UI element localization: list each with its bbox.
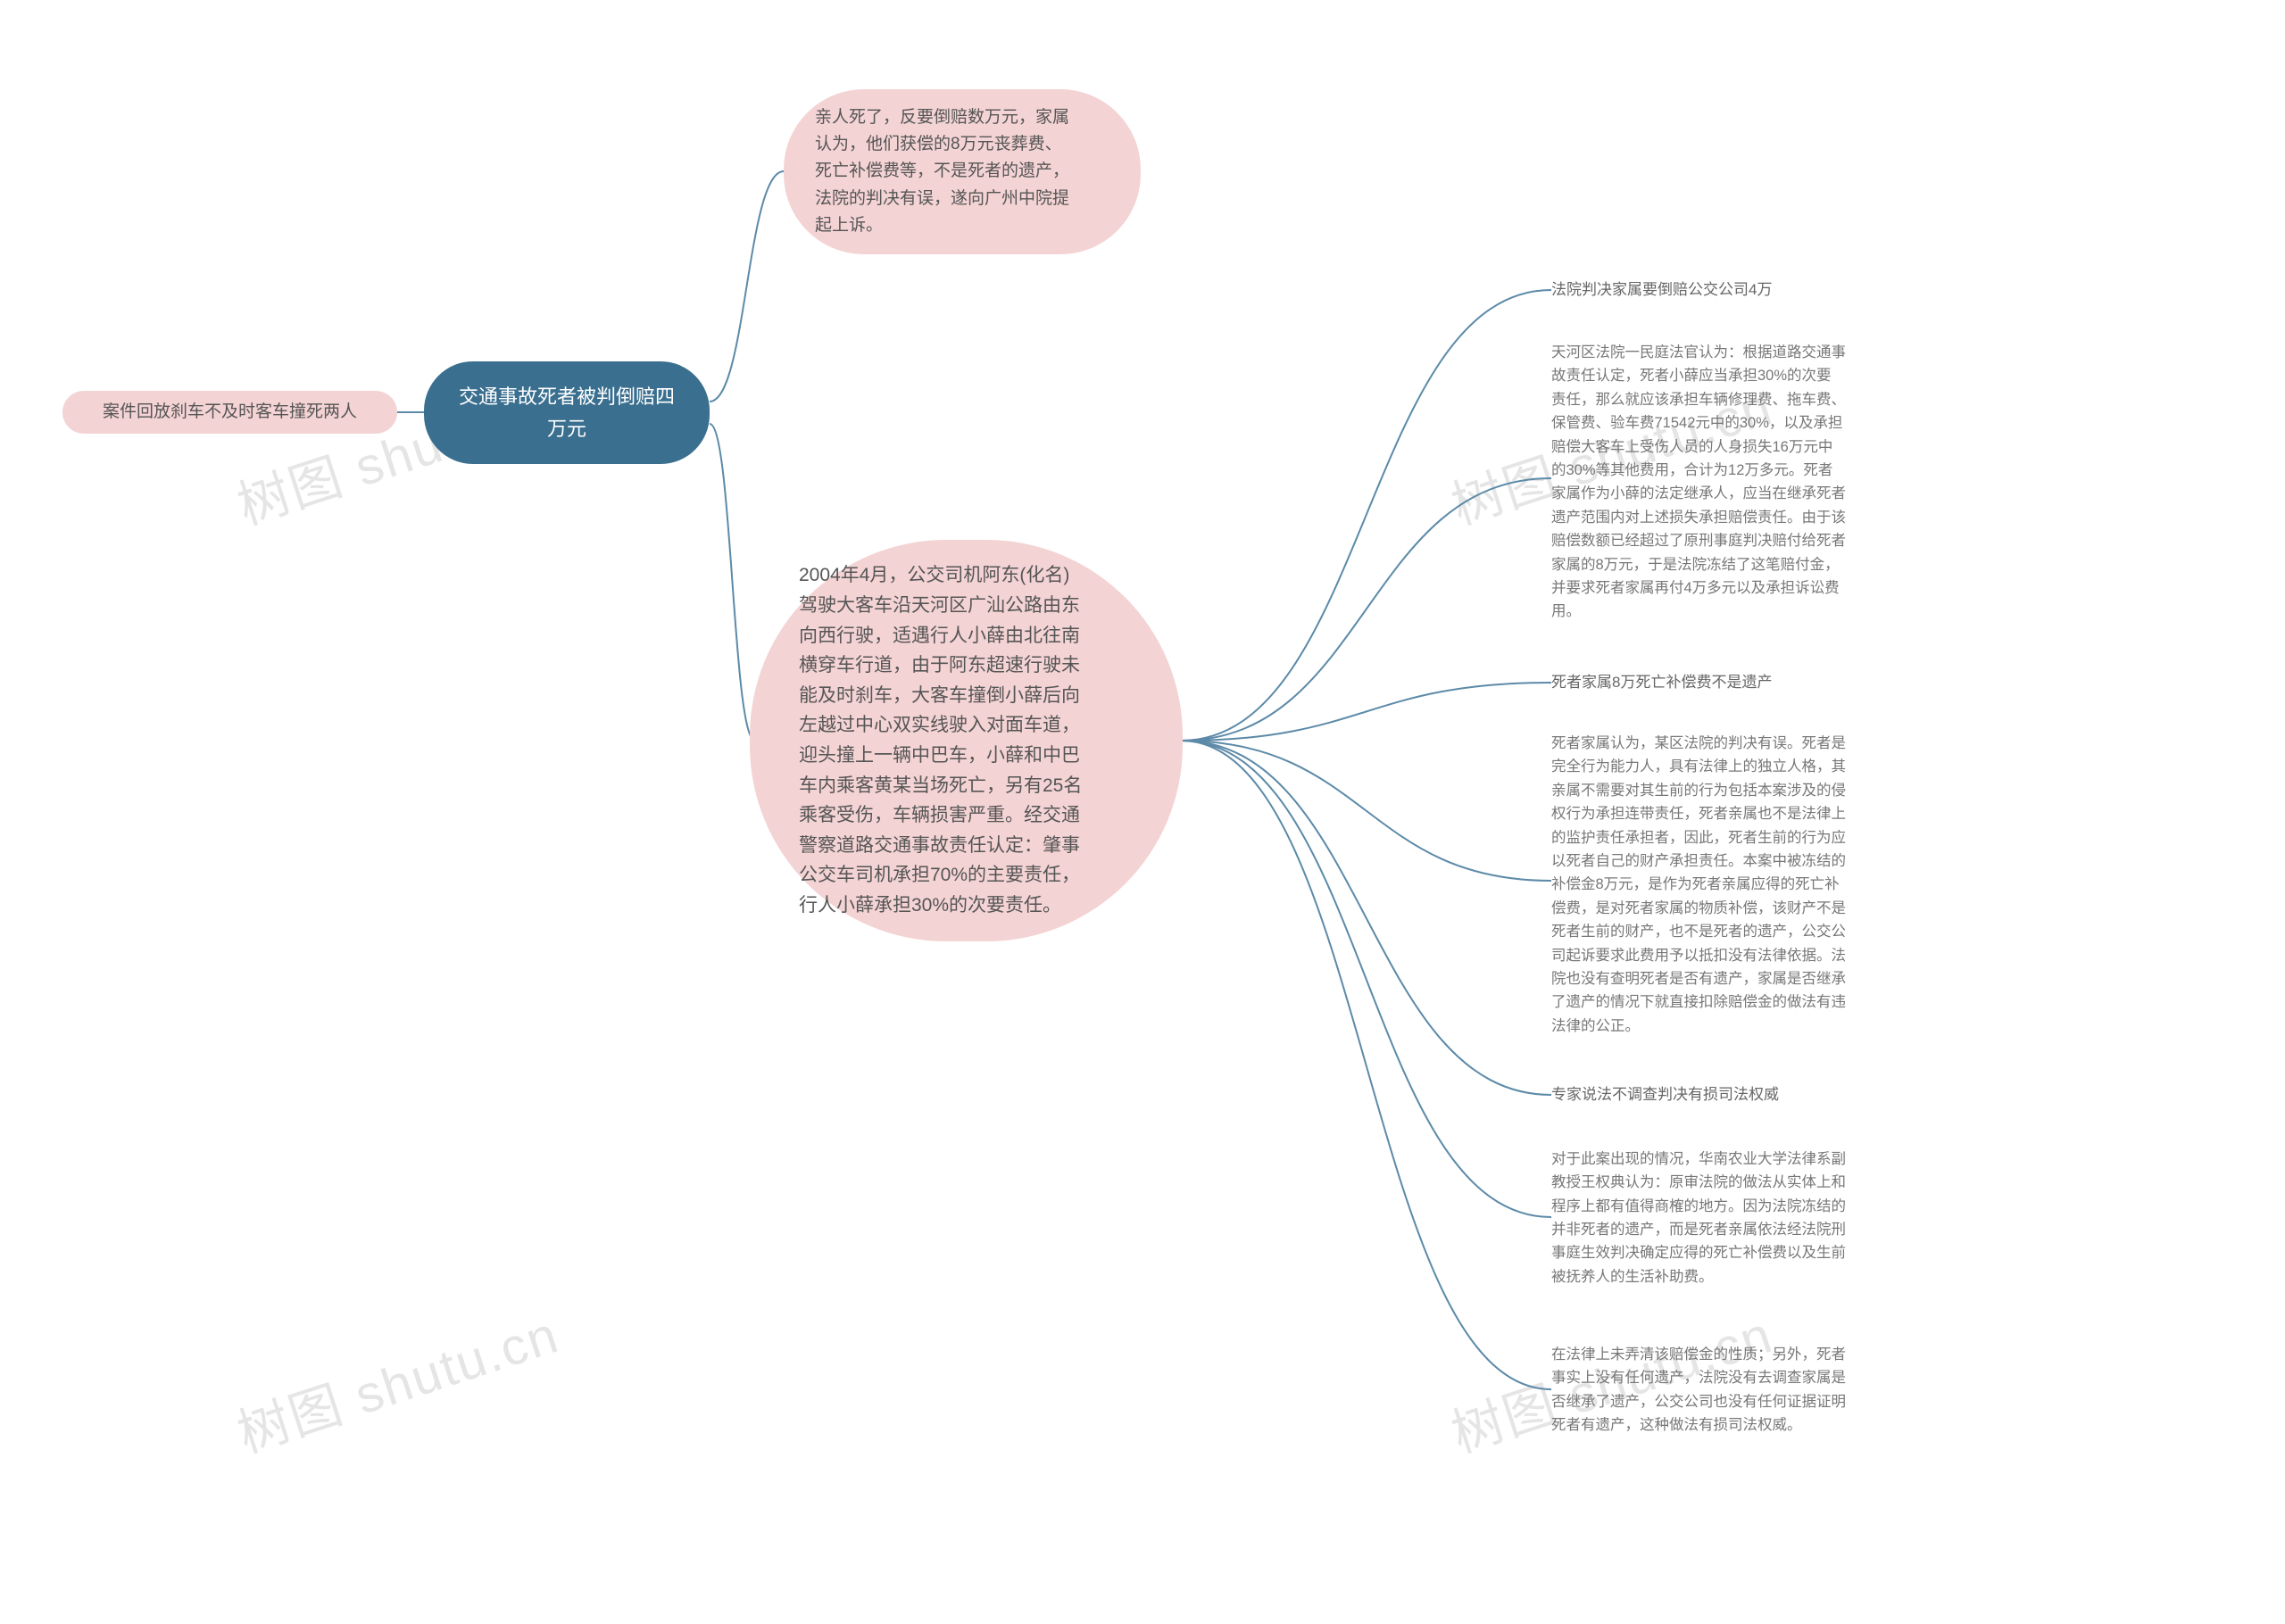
case-replay-label: 案件回放刹车不及时客车撞死两人 [103,399,357,426]
mindmap-canvas: 树图 shutu.cn 树图 shutu.cn 树图 shutu.cn 树图 s… [0,0,2285,1624]
detail-b7-text: 在法律上未弄清该赔偿金的性质；另外，死者 事实上没有任何遗产，法院没有去调查家属… [1551,1343,1846,1438]
root-node[interactable]: 交通事故死者被判倒赔四 万元 [424,361,710,464]
watermark: 树图 shutu.cn [227,1293,567,1467]
detail-b4[interactable]: 死者家属认为，某区法院的判决有误。死者是 完全行为能力人，具有法律上的独立人格，… [1551,732,1998,1038]
detail-b1-text: 法院判决家属要倒赔公交公司4万 [1551,278,1772,302]
detail-b3-text: 死者家属8万死亡补偿费不是遗产 [1551,670,1772,694]
detail-b7[interactable]: 在法律上未弄清该赔偿金的性质；另外，死者 事实上没有任何遗产，法院没有去调查家属… [1551,1338,1998,1441]
root-label: 交通事故死者被判倒赔四 万元 [459,381,675,443]
detail-b5-text: 专家说法不调查判决有损司法权威 [1551,1082,1779,1106]
incident-text: 2004年4月，公交司机阿东(化名) 驾驶大客车沿天河区广汕公路由东 向西行驶，… [799,560,1082,920]
detail-b4-text: 死者家属认为，某区法院的判决有误。死者是 完全行为能力人，具有法律上的独立人格，… [1551,732,1846,1038]
detail-b6[interactable]: 对于此案出现的情况，华南农业大学法律系副 教授王权典认为：原审法院的做法从实体上… [1551,1147,1998,1289]
detail-b6-text: 对于此案出现的情况，华南农业大学法律系副 教授王权典认为：原审法院的做法从实体上… [1551,1148,1846,1288]
detail-b5[interactable]: 专家说法不调查判决有损司法权威 [1551,1080,1882,1110]
appeal-text: 亲人死了，反要倒赔数万元，家属 认为，他们获偿的8万元丧葬费、 死亡补偿费等，不… [815,104,1069,240]
detail-b3[interactable]: 死者家属8万死亡补偿费不是遗产 [1551,667,1873,698]
detail-b2-text: 天河区法院一民庭法官认为：根据道路交通事 故责任认定，死者小薛应当承担30%的次… [1551,341,1846,624]
incident-node[interactable]: 2004年4月，公交司机阿东(化名) 驾驶大客车沿天河区广汕公路由东 向西行驶，… [750,540,1183,941]
detail-b1[interactable]: 法院判决家属要倒赔公交公司4万 [1551,275,1873,305]
appeal-node[interactable]: 亲人死了，反要倒赔数万元，家属 认为，他们获偿的8万元丧葬费、 死亡补偿费等，不… [784,89,1141,254]
detail-b2[interactable]: 天河区法院一民庭法官认为：根据道路交通事 故责任认定，死者小薛应当承担30%的次… [1551,341,1998,624]
case-replay-node[interactable]: 案件回放刹车不及时客车撞死两人 [62,391,397,434]
